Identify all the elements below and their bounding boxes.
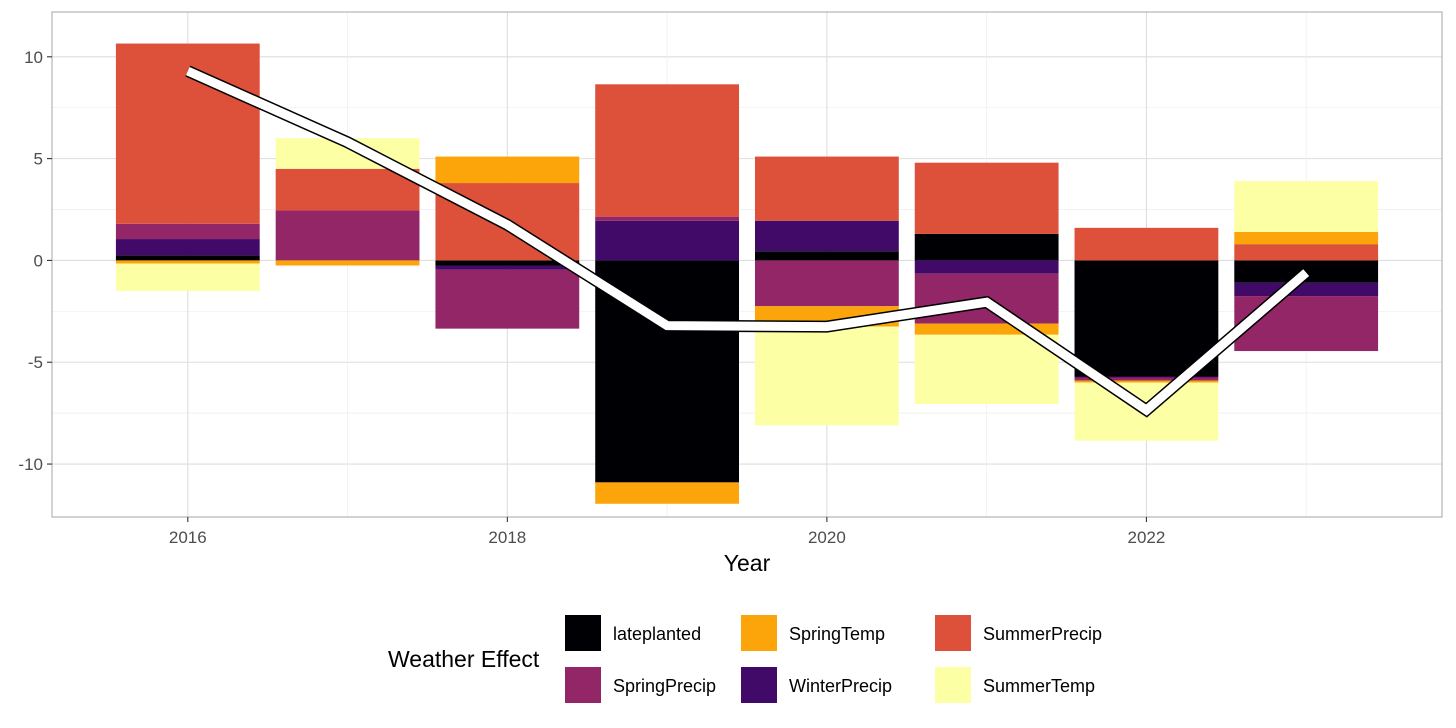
y-tick-label: -10	[18, 455, 43, 474]
bar-segment-summerprecip-2021	[914, 162, 1059, 234]
bar-segment-springprecip-2017	[275, 210, 420, 261]
legend-item-lateplanted: lateplanted	[565, 615, 701, 651]
y-tick-label: -5	[28, 353, 43, 372]
bar-segment-springtemp-2017	[275, 260, 420, 266]
bar-segment-winterprecip-2020	[754, 220, 899, 252]
bar-segment-springtemp-2018	[435, 156, 580, 184]
bar-segment-lateplanted-2020	[754, 251, 899, 261]
bar-segment-springtemp-2019	[595, 482, 740, 504]
bar-segment-lateplanted-2018	[435, 260, 580, 266]
x-axis-title: Year	[724, 550, 771, 576]
legend-label: WinterPrecip	[789, 676, 892, 696]
y-axis: -10 -5 0 5 10	[18, 48, 52, 474]
bar-segment-winterprecip-2021	[914, 260, 1059, 274]
bar-segment-summertemp-2016	[115, 263, 260, 291]
bar-segment-winterprecip-2018	[435, 265, 580, 270]
bar-segment-winterprecip-2016	[115, 239, 260, 256]
bar-segment-springtemp-2022	[1074, 380, 1219, 383]
x-tick-label: 2018	[488, 528, 526, 547]
x-axis: 2016 2018 2020 2022	[169, 517, 1165, 547]
bar-segment-summertemp-2021	[914, 334, 1059, 404]
bar-segment-lateplanted-2023	[1234, 260, 1379, 283]
bar-segment-springtemp-2023	[1234, 231, 1379, 245]
bar-segment-lateplanted-2022	[1074, 260, 1219, 377]
panel-border	[51, 11, 1443, 518]
bar-segment-springprecip-2022	[1074, 377, 1219, 381]
legend-item-springprecip: SpringPrecip	[565, 667, 716, 703]
legend-key-summerprecip	[935, 615, 971, 651]
bar-segment-summertemp-2020	[754, 326, 899, 426]
bar-segment-springprecip-2016	[115, 223, 260, 240]
bar-segment-winterprecip-2019	[595, 220, 740, 261]
bar-segment-lateplanted-2021	[914, 233, 1059, 261]
legend-item-springtemp: SpringTemp	[741, 615, 885, 651]
legend-key-winterprecip	[741, 667, 777, 703]
legend-item-summertemp: SummerTemp	[935, 667, 1095, 703]
legend-title: Weather Effect	[388, 646, 540, 672]
bar-segment-springprecip-2023	[1234, 296, 1379, 352]
legend-item-summerprecip: SummerPrecip	[935, 615, 1102, 651]
bar-segment-summerprecip-2022	[1074, 227, 1219, 261]
legend-label: lateplanted	[613, 624, 701, 644]
bar-segment-springprecip-2018	[435, 269, 580, 329]
legend-label: SummerPrecip	[983, 624, 1102, 644]
x-tick-label: 2022	[1128, 528, 1166, 547]
bar-segment-summertemp-2023	[1234, 181, 1379, 232]
bar-segment-winterprecip-2022	[1074, 376, 1219, 378]
bar-segment-lateplanted-2016	[115, 255, 260, 261]
legend-label: SummerTemp	[983, 676, 1095, 696]
x-tick-label: 2020	[808, 528, 846, 547]
legend-key-lateplanted	[565, 615, 601, 651]
legend-label: SpringPrecip	[613, 676, 716, 696]
y-tick-label: 10	[24, 48, 43, 67]
net-line	[185, 66, 1310, 416]
legend-item-winterprecip: WinterPrecip	[741, 667, 892, 703]
bar-segment-springtemp-2021	[914, 323, 1059, 335]
legend-key-springtemp	[741, 615, 777, 651]
bar-segment-summerprecip-2023	[1234, 244, 1379, 261]
y-tick-label: 0	[34, 251, 43, 270]
x-tick-label: 2016	[169, 528, 207, 547]
bar-segment-winterprecip-2023	[1234, 282, 1379, 297]
bar-segment-summerprecip-2017	[275, 168, 420, 211]
legend-label: SpringTemp	[789, 624, 885, 644]
bar-segment-summerprecip-2019	[595, 84, 740, 217]
bar-segment-summerprecip-2020	[754, 156, 899, 221]
bar-segment-summerprecip-2016	[115, 43, 260, 224]
legend: Weather Effect lateplanted SpringPrecip Sp…	[388, 615, 1102, 703]
legend-key-springprecip	[565, 667, 601, 703]
legend-key-summertemp	[935, 667, 971, 703]
net-effect-line	[185, 65, 1311, 418]
bar-segment-springprecip-2019	[595, 216, 740, 221]
grid-lines	[52, 12, 1442, 517]
bar-segment-springtemp-2016	[115, 260, 260, 264]
stacked-bars	[115, 43, 1379, 504]
bar-segment-springprecip-2020	[754, 260, 899, 307]
y-tick-label: 5	[34, 150, 43, 169]
